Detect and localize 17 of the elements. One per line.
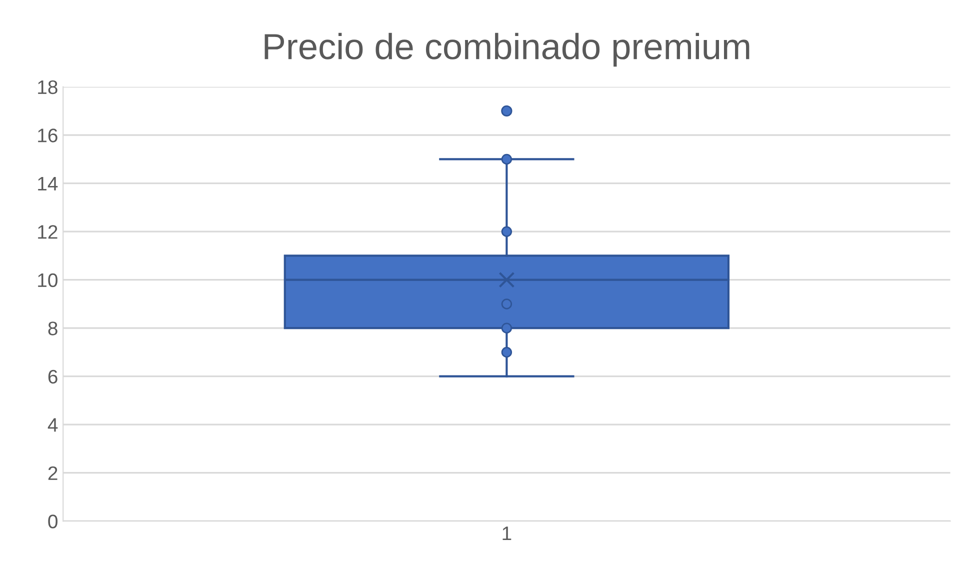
y-tick-label: 12	[38, 225, 58, 239]
point	[501, 322, 512, 334]
y-tick-label: 6	[48, 370, 58, 384]
y-tick-label: 4	[48, 418, 58, 432]
y-tick-label: 8	[48, 322, 58, 336]
y-tick-label: 10	[38, 273, 58, 288]
point	[501, 154, 512, 165]
y-tick-label: 14	[38, 177, 58, 190]
x-tick-label: 1	[502, 526, 512, 540]
y-tick-label: 18	[38, 80, 58, 94]
point	[501, 226, 512, 237]
y-tick-label: 2	[48, 466, 58, 480]
point	[501, 298, 512, 310]
point	[501, 346, 512, 358]
y-tick-label: 16	[38, 128, 58, 142]
y-tick-label: 0	[48, 514, 58, 528]
chart-title: Precio de combinado premium	[264, 32, 750, 67]
